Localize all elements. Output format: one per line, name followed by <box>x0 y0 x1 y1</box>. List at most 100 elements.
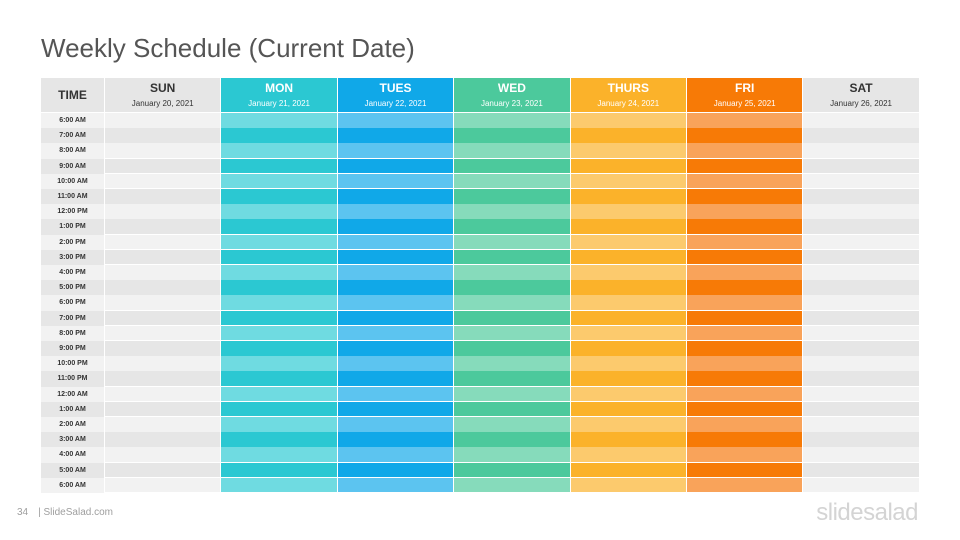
schedule-cell[interactable] <box>570 371 686 386</box>
schedule-cell[interactable] <box>337 371 454 386</box>
schedule-cell[interactable] <box>687 356 803 371</box>
schedule-cell[interactable] <box>454 310 570 326</box>
schedule-cell[interactable] <box>687 310 803 326</box>
schedule-cell[interactable] <box>687 189 803 204</box>
schedule-cell[interactable] <box>454 477 570 493</box>
schedule-cell[interactable] <box>221 113 337 128</box>
schedule-cell[interactable] <box>221 219 337 234</box>
schedule-cell[interactable] <box>454 447 570 462</box>
schedule-cell[interactable] <box>803 249 919 265</box>
schedule-cell[interactable] <box>337 280 454 295</box>
schedule-cell[interactable] <box>570 386 686 402</box>
schedule-cell[interactable] <box>570 265 686 280</box>
schedule-cell[interactable] <box>221 477 337 493</box>
schedule-cell[interactable] <box>221 341 337 356</box>
schedule-cell[interactable] <box>454 158 570 174</box>
schedule-cell[interactable] <box>687 249 803 265</box>
schedule-cell[interactable] <box>803 173 919 189</box>
schedule-cell[interactable] <box>105 249 221 265</box>
schedule-cell[interactable] <box>337 477 454 493</box>
schedule-cell[interactable] <box>105 341 221 356</box>
schedule-cell[interactable] <box>221 158 337 174</box>
schedule-cell[interactable] <box>221 325 337 341</box>
schedule-cell[interactable] <box>803 401 919 417</box>
schedule-cell[interactable] <box>570 204 686 219</box>
schedule-cell[interactable] <box>687 280 803 295</box>
schedule-cell[interactable] <box>803 356 919 371</box>
schedule-cell[interactable] <box>454 128 570 143</box>
schedule-cell[interactable] <box>570 219 686 234</box>
schedule-cell[interactable] <box>454 371 570 386</box>
schedule-cell[interactable] <box>454 356 570 371</box>
schedule-cell[interactable] <box>105 447 221 462</box>
schedule-cell[interactable] <box>687 234 803 250</box>
schedule-cell[interactable] <box>570 295 686 310</box>
schedule-cell[interactable] <box>570 280 686 295</box>
schedule-cell[interactable] <box>105 295 221 310</box>
schedule-cell[interactable] <box>221 432 337 447</box>
schedule-cell[interactable] <box>105 477 221 493</box>
schedule-cell[interactable] <box>105 128 221 143</box>
schedule-cell[interactable] <box>105 371 221 386</box>
schedule-cell[interactable] <box>337 173 454 189</box>
schedule-cell[interactable] <box>454 189 570 204</box>
schedule-cell[interactable] <box>337 341 454 356</box>
schedule-cell[interactable] <box>105 189 221 204</box>
schedule-cell[interactable] <box>105 143 221 158</box>
schedule-cell[interactable] <box>570 341 686 356</box>
schedule-cell[interactable] <box>570 189 686 204</box>
schedule-cell[interactable] <box>105 432 221 447</box>
schedule-cell[interactable] <box>221 173 337 189</box>
schedule-cell[interactable] <box>221 356 337 371</box>
schedule-cell[interactable] <box>221 371 337 386</box>
schedule-cell[interactable] <box>687 265 803 280</box>
schedule-cell[interactable] <box>803 325 919 341</box>
schedule-cell[interactable] <box>687 173 803 189</box>
schedule-cell[interactable] <box>803 280 919 295</box>
schedule-cell[interactable] <box>454 280 570 295</box>
schedule-cell[interactable] <box>337 401 454 417</box>
schedule-cell[interactable] <box>803 219 919 234</box>
schedule-cell[interactable] <box>687 158 803 174</box>
schedule-cell[interactable] <box>454 325 570 341</box>
schedule-cell[interactable] <box>454 143 570 158</box>
schedule-cell[interactable] <box>687 462 803 478</box>
schedule-cell[interactable] <box>803 386 919 402</box>
schedule-cell[interactable] <box>570 356 686 371</box>
schedule-cell[interactable] <box>454 295 570 310</box>
schedule-cell[interactable] <box>687 341 803 356</box>
schedule-cell[interactable] <box>105 417 221 432</box>
schedule-cell[interactable] <box>105 158 221 174</box>
schedule-cell[interactable] <box>570 417 686 432</box>
schedule-cell[interactable] <box>105 462 221 478</box>
schedule-cell[interactable] <box>570 325 686 341</box>
schedule-cell[interactable] <box>803 295 919 310</box>
schedule-cell[interactable] <box>221 295 337 310</box>
schedule-cell[interactable] <box>687 143 803 158</box>
schedule-cell[interactable] <box>570 158 686 174</box>
schedule-cell[interactable] <box>803 204 919 219</box>
schedule-cell[interactable] <box>570 128 686 143</box>
schedule-cell[interactable] <box>337 143 454 158</box>
schedule-cell[interactable] <box>687 386 803 402</box>
schedule-cell[interactable] <box>687 447 803 462</box>
schedule-cell[interactable] <box>105 310 221 326</box>
schedule-cell[interactable] <box>570 477 686 493</box>
schedule-cell[interactable] <box>221 401 337 417</box>
schedule-cell[interactable] <box>337 249 454 265</box>
schedule-cell[interactable] <box>221 249 337 265</box>
schedule-cell[interactable] <box>337 219 454 234</box>
schedule-cell[interactable] <box>454 249 570 265</box>
schedule-cell[interactable] <box>337 265 454 280</box>
schedule-cell[interactable] <box>803 462 919 478</box>
schedule-cell[interactable] <box>803 447 919 462</box>
schedule-cell[interactable] <box>687 113 803 128</box>
schedule-cell[interactable] <box>454 219 570 234</box>
schedule-cell[interactable] <box>570 143 686 158</box>
schedule-cell[interactable] <box>570 432 686 447</box>
schedule-cell[interactable] <box>337 310 454 326</box>
schedule-cell[interactable] <box>454 265 570 280</box>
schedule-cell[interactable] <box>454 113 570 128</box>
schedule-cell[interactable] <box>803 371 919 386</box>
schedule-cell[interactable] <box>803 477 919 493</box>
